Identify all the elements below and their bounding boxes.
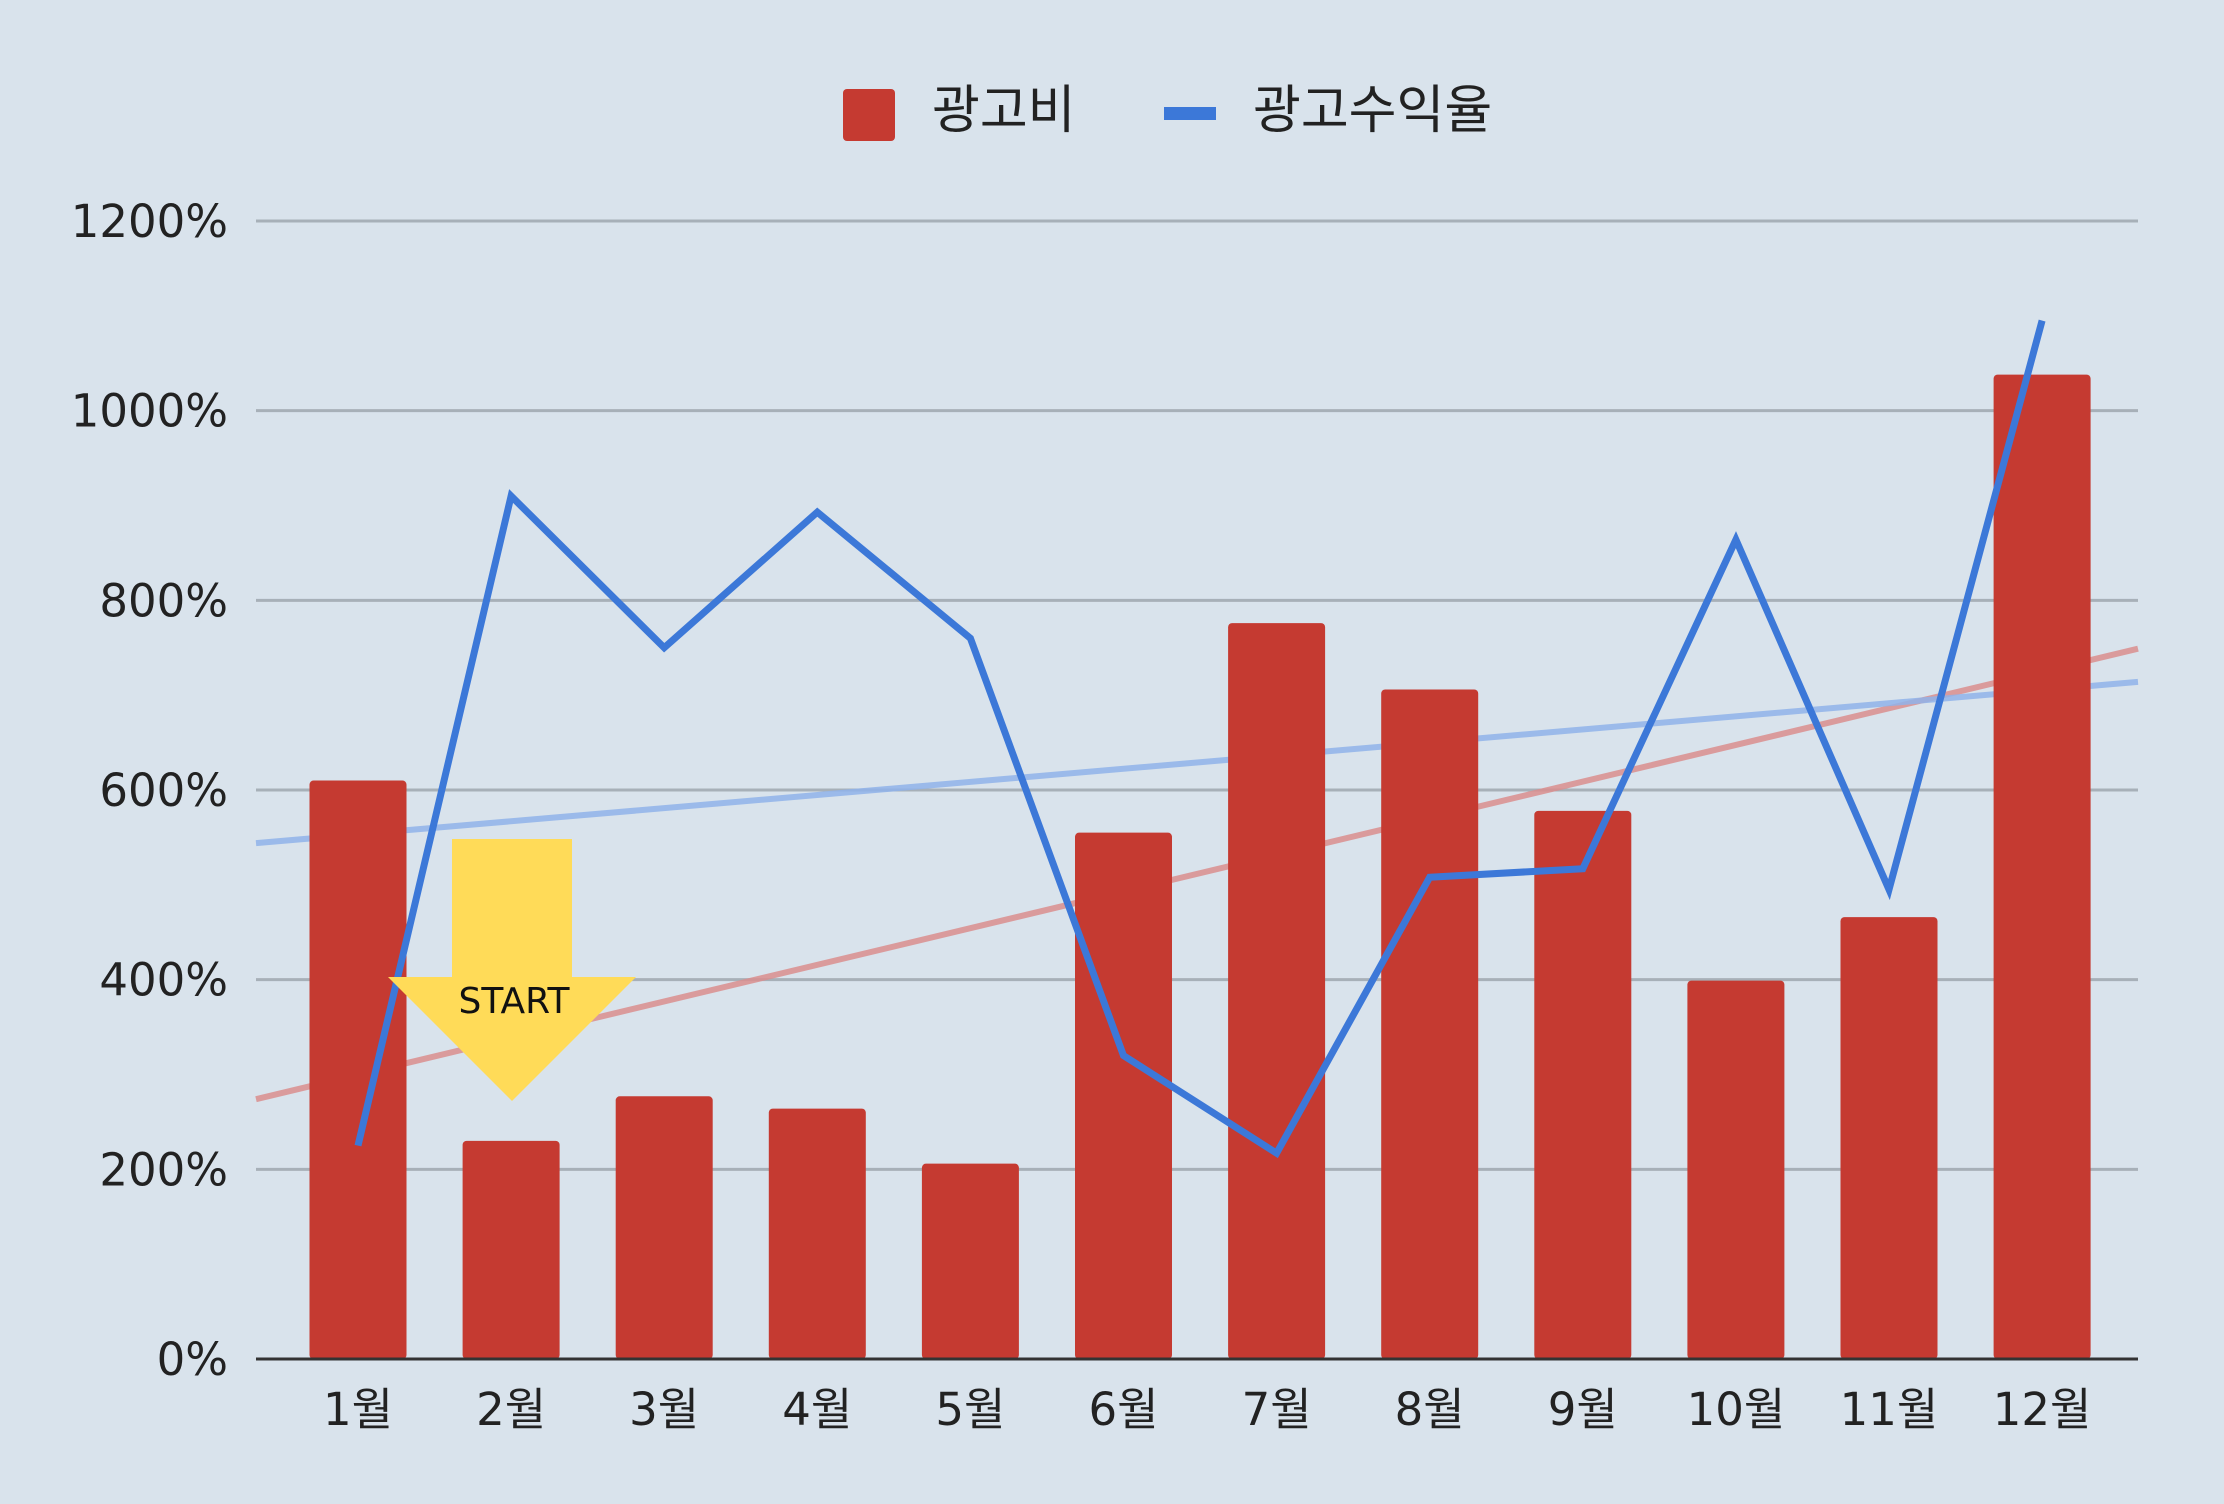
start-annotation: START: [388, 839, 636, 1101]
x-tick-label: 6월: [1088, 1383, 1158, 1436]
legend-swatch-line: [1164, 107, 1216, 120]
y-tick-label: 1000%: [71, 385, 228, 438]
bar: [615, 1096, 713, 1359]
x-tick-label: 12월: [1993, 1383, 2092, 1436]
x-tick-label: 7월: [1242, 1383, 1312, 1436]
x-tick-label: 4월: [782, 1383, 852, 1436]
bar: [1993, 374, 2091, 1359]
x-tick-label: 3월: [629, 1383, 699, 1436]
y-tick-label: 600%: [99, 764, 228, 817]
x-tick-label: 11월: [1840, 1383, 1939, 1436]
x-tick-label: 2월: [476, 1383, 546, 1436]
line-path: [354, 319, 2046, 1159]
y-tick-label: 400%: [99, 954, 228, 1007]
bar: [921, 1163, 1019, 1359]
line-series: [354, 319, 2046, 1159]
x-tick-label: 5월: [935, 1383, 1005, 1436]
legend-label-bar: 광고비: [932, 81, 1076, 141]
bar: [1228, 623, 1326, 1359]
axes: 0% 200% 400% 600% 800% 1000% 1200% 1월 2월 3월 4월 5월 6월…: [71, 195, 2138, 1436]
bar: [1687, 980, 1785, 1359]
x-tick-label: 8월: [1395, 1383, 1465, 1436]
bar: [1534, 810, 1632, 1359]
start-arrow-shape: [388, 839, 636, 1101]
y-tick-label: 0%: [157, 1333, 228, 1386]
x-tick-label: 10월: [1687, 1383, 1786, 1436]
bar: [1840, 917, 1938, 1359]
trendline: [255, 678, 2139, 847]
legend-label-line: 광고수익율: [1253, 81, 1492, 141]
x-tick-label: 1월: [323, 1383, 393, 1436]
legend-swatch-bar: [843, 89, 895, 141]
x-tick-label: 9월: [1548, 1383, 1618, 1436]
y-tick-label: 800%: [99, 574, 228, 627]
legend: 광고비 광고수익율: [843, 81, 1492, 141]
bar: [768, 1108, 866, 1359]
start-label: START: [458, 981, 570, 1022]
bar: [1381, 689, 1479, 1359]
bar: [462, 1140, 560, 1359]
bar: [1075, 832, 1172, 1359]
y-tick-label: 200%: [99, 1143, 228, 1196]
bar-series: [309, 374, 2091, 1359]
bar: [309, 780, 407, 1359]
y-tick-label: 1200%: [71, 195, 228, 248]
